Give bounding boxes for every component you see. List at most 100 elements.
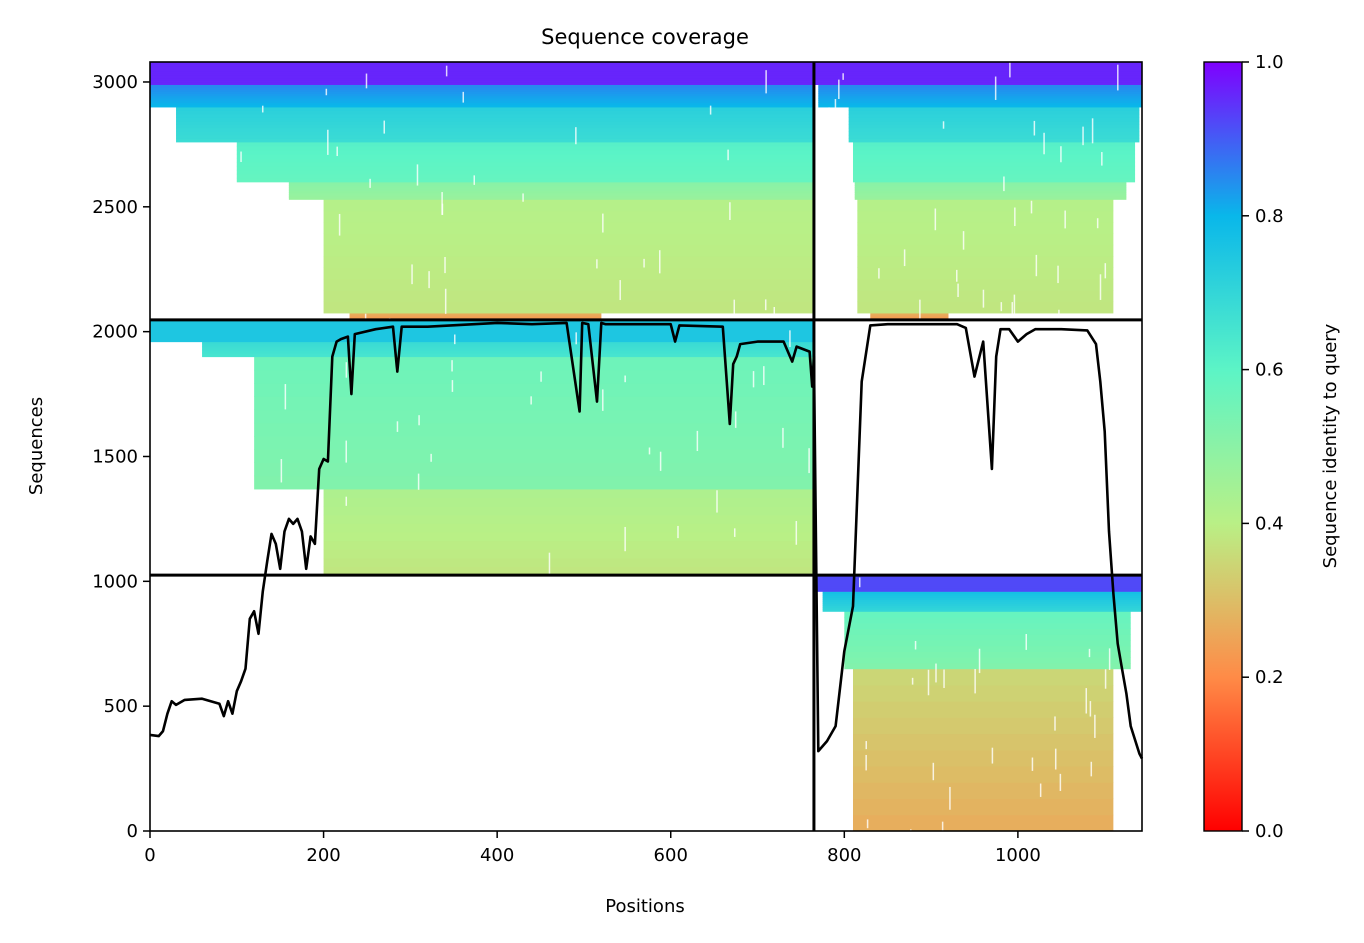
msa-band-strip	[852, 766, 1114, 783]
msa-band-strip	[844, 662, 1131, 670]
msa-band-strip	[818, 97, 1142, 101]
x-tick-label: 200	[306, 845, 340, 866]
msa-band-strip	[852, 153, 1136, 159]
msa-band-strip	[288, 187, 814, 190]
msa-gap	[540, 371, 542, 382]
x-axis-label: Positions	[605, 896, 684, 917]
msa-band-strip	[854, 192, 1127, 195]
colorbar-label: Sequence identity to query	[1320, 323, 1341, 568]
msa-gap	[430, 453, 432, 462]
msa-band-strip	[844, 611, 1131, 618]
msa-gap	[575, 127, 577, 145]
msa-band-strip	[150, 337, 814, 340]
msa-gap	[934, 208, 937, 231]
msa-gap	[752, 371, 755, 388]
msa-band-strip	[844, 622, 1131, 630]
x-tick-label: 0	[144, 845, 155, 866]
msa-band-strip	[854, 187, 1127, 190]
msa-band-strip	[288, 183, 814, 186]
x-tick-label: 800	[827, 845, 861, 866]
msa-gap	[942, 121, 945, 129]
y-tick-label: 0	[127, 821, 138, 842]
msa-band-strip	[813, 588, 1142, 591]
msa-band-strip	[857, 222, 1114, 234]
msa-band-strip	[176, 117, 814, 122]
msa-gap	[365, 73, 368, 89]
msa-band-strip	[870, 316, 949, 318]
msa-band-strip	[822, 599, 1142, 602]
msa-band-strip	[854, 190, 1127, 193]
msa-gap	[943, 669, 945, 688]
msa-band-strip	[870, 314, 949, 316]
msa-gap	[1043, 132, 1045, 155]
msa-gap	[160, 442, 162, 459]
msa-band-strip	[150, 335, 814, 338]
y-tick-label: 3000	[92, 72, 138, 93]
msa-gap	[233, 198, 235, 221]
msa-gap	[209, 206, 211, 232]
msa-band-strip	[150, 91, 814, 94]
msa-gap	[941, 821, 944, 844]
x-tick-label: 1000	[995, 845, 1041, 866]
msa-band-strip	[150, 88, 814, 92]
msa-band-strip	[288, 190, 814, 193]
msa-gap	[648, 447, 651, 455]
msa-band-strip	[822, 597, 1142, 600]
msa-band-strip	[813, 578, 1142, 581]
msa-band-strip	[288, 188, 814, 192]
msa-gap	[727, 149, 729, 161]
msa-band-strip	[202, 350, 814, 353]
msa-band-strip	[848, 110, 1140, 115]
msa-band-strip	[323, 540, 814, 550]
msa-band-strip	[202, 344, 814, 347]
msa-gap	[1127, 802, 1129, 820]
msa-gap	[1030, 200, 1033, 214]
msa-gap	[602, 389, 604, 411]
msa-band-strip	[844, 645, 1131, 652]
msa-band-strip	[854, 183, 1127, 186]
msa-band-strip	[857, 256, 1114, 268]
msa-band-strip	[236, 141, 814, 147]
msa-band-strip	[822, 601, 1142, 604]
msa-gap	[1089, 701, 1092, 717]
msa-band-strip	[857, 244, 1114, 257]
msa-band-strip	[150, 102, 814, 106]
msa-gap	[441, 192, 443, 215]
msa-gap	[444, 256, 446, 274]
msa-gap	[1003, 176, 1005, 192]
msa-gap	[865, 741, 868, 750]
msa-gap	[200, 150, 203, 167]
msa-band-strip	[349, 315, 602, 317]
msa-band-strip	[852, 717, 1114, 735]
y-tick-label: 500	[104, 696, 138, 717]
msa-gap	[994, 76, 997, 100]
msa-band-strip	[857, 278, 1114, 291]
msa-gap	[997, 830, 999, 846]
msa-band-strip	[150, 82, 814, 85]
msa-band-strip	[202, 341, 814, 344]
msa-band-strip	[254, 396, 814, 411]
colorbar-tick-label: 1.0	[1255, 52, 1284, 73]
msa-band-strip	[822, 607, 1142, 610]
msa-band-strip	[848, 127, 1140, 132]
msa-band-strip	[822, 605, 1142, 608]
msa-gap	[1090, 761, 1093, 777]
msa-gap	[369, 178, 371, 188]
msa-gap	[659, 451, 662, 471]
msa-band-strip	[854, 194, 1127, 197]
msa-gap	[849, 754, 851, 780]
msa-gap	[1104, 669, 1107, 689]
msa-gap	[991, 747, 994, 764]
msa-band-strip	[857, 290, 1114, 303]
msa-gap	[441, 203, 444, 215]
msa-band-strip	[150, 86, 814, 90]
msa-gap	[396, 421, 399, 432]
msa-gap	[548, 552, 551, 575]
msa-band-strip	[150, 100, 814, 103]
msa-band-strip	[813, 66, 1142, 70]
msa-band-strip	[150, 326, 814, 330]
msa-band-strip	[852, 145, 1136, 151]
msa-band-strip	[323, 256, 814, 268]
msa-block	[813, 62, 1142, 333]
